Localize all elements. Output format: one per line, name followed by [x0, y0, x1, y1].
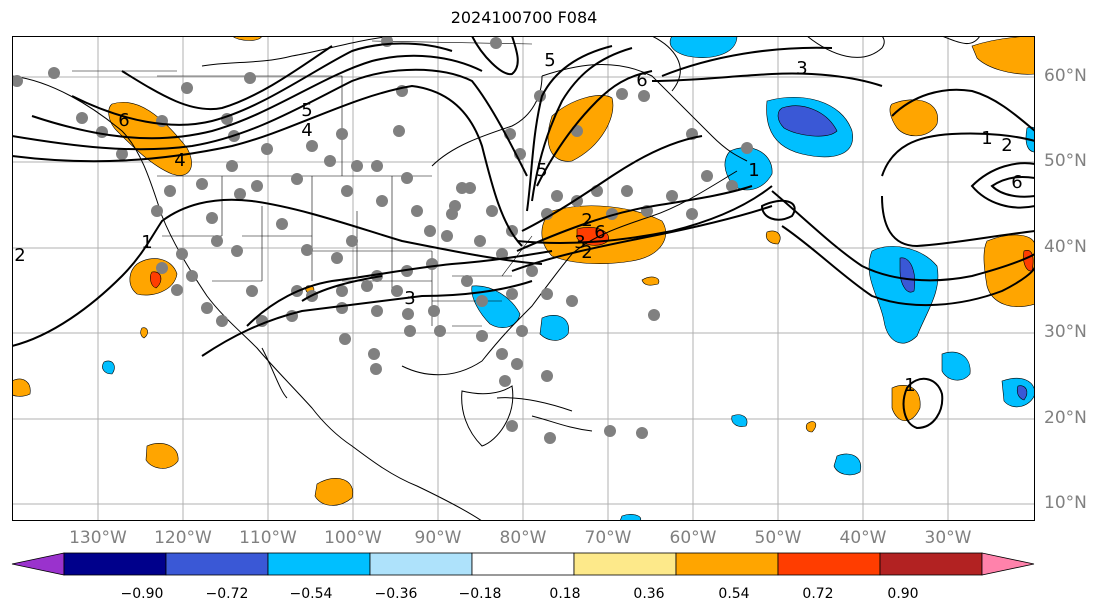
lon-label: 50°W [754, 528, 802, 548]
contour-label: 2 [581, 242, 592, 263]
contour-label: 1 [904, 375, 915, 396]
lon-label: 120°W [154, 528, 212, 548]
colorbar-segment [165, 552, 269, 576]
contour-label: 2 [1001, 135, 1012, 156]
contour-label: 4 [301, 120, 312, 141]
contour-label: 5 [536, 160, 547, 181]
lat-label: 10°N [1044, 493, 1087, 513]
contour-label: 3 [796, 58, 807, 79]
colorbar-tick-label: −0.18 [458, 586, 502, 602]
colorbar-tick-label: −0.36 [374, 586, 418, 602]
map-panel: 6 5 4 3 2 1 6 5 4 3 2 1 3 5 6 1 2 6 2 1 [12, 36, 1035, 521]
colorbar-tick-label: 0.36 [633, 586, 665, 602]
colorbar-segment [675, 552, 779, 576]
contour-label: 6 [118, 110, 129, 131]
colorbar-tick-label: −0.90 [120, 586, 164, 602]
map-title: 2024100700 F084 [450, 8, 598, 27]
station-markers [12, 36, 753, 444]
contour-label: 6 [1011, 172, 1022, 193]
colorbar [11, 552, 1035, 576]
lon-label: 80°W [499, 528, 547, 548]
contour-label: 4 [174, 150, 185, 171]
lat-label: 50°N [1044, 151, 1087, 171]
colorbar-segments [11, 552, 1035, 576]
height-anomaly-contours [12, 36, 1035, 430]
contour-label: 6 [636, 70, 647, 91]
lon-label: 110°W [239, 528, 297, 548]
lon-label: 40°W [839, 528, 887, 548]
contour-label: 2 [581, 210, 592, 231]
colorbar-segment [369, 552, 473, 576]
colorbar-tick-label: 0.54 [718, 586, 750, 602]
coastlines [12, 36, 981, 521]
lat-label: 40°N [1044, 237, 1087, 257]
colorbar-extend-high [981, 552, 1035, 576]
contour-labels: 6 5 4 3 2 1 6 5 4 3 2 1 3 5 6 1 2 6 2 1 [14, 50, 1022, 396]
colorbar-segment [471, 552, 575, 576]
lon-label: 130°W [69, 528, 127, 548]
colorbar-segment [879, 552, 983, 576]
colorbar-tick-label: 0.72 [802, 586, 834, 602]
lon-label: 30°W [924, 528, 972, 548]
colorbar-segment [777, 552, 881, 576]
contour-label: 6 [594, 222, 605, 243]
lon-label: 70°W [584, 528, 632, 548]
contour-label: 5 [301, 100, 312, 121]
lon-label: 90°W [414, 528, 462, 548]
colorbar-segment [573, 552, 677, 576]
contour-label: 1 [748, 160, 759, 181]
negative-anomaly-areas [102, 36, 1035, 521]
colorbar-tick-label: −0.54 [289, 586, 333, 602]
contour-label: 1 [141, 232, 152, 253]
colorbar-tick-label: 0.18 [549, 586, 581, 602]
lat-label: 60°N [1044, 66, 1087, 86]
colorbar-segment [267, 552, 371, 576]
colorbar-segment [63, 552, 167, 576]
contour-label: 2 [14, 245, 25, 266]
contour-label: 1 [981, 128, 992, 149]
lat-label: 30°N [1044, 322, 1087, 342]
contour-label: 3 [404, 288, 415, 309]
colorbar-extend-low [11, 552, 65, 576]
colorbar-tick-label: 0.90 [887, 586, 919, 602]
contour-label: 5 [544, 50, 555, 71]
lon-label: 60°W [669, 528, 717, 548]
lat-label: 20°N [1044, 408, 1087, 428]
lon-label: 100°W [324, 528, 382, 548]
contour-label: 3 [574, 232, 585, 253]
colorbar-tick-label: −0.72 [205, 586, 249, 602]
